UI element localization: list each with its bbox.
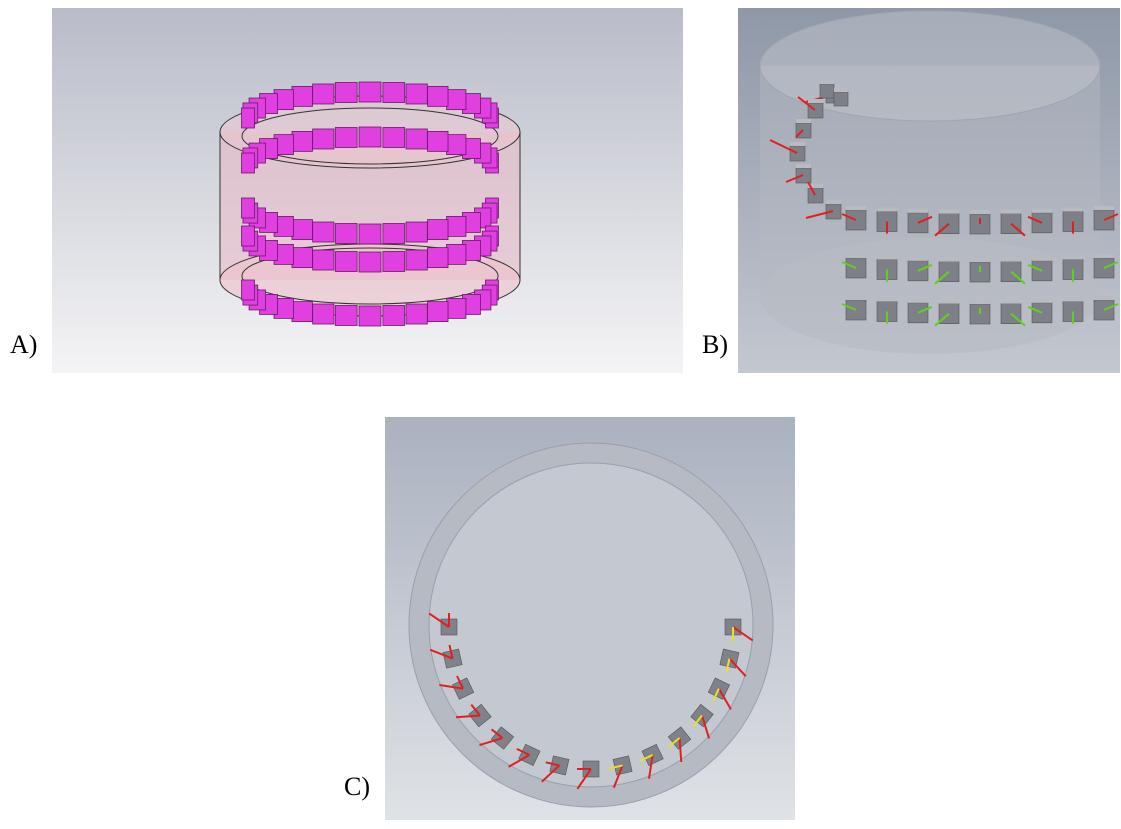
magnet xyxy=(335,82,357,102)
cube-top xyxy=(908,257,928,261)
cube-top xyxy=(834,88,848,92)
cube-top xyxy=(796,119,811,123)
magnet xyxy=(242,108,255,128)
cube-top xyxy=(939,258,959,262)
magnet xyxy=(292,302,312,322)
magnet xyxy=(335,224,357,244)
magnet xyxy=(383,252,405,272)
cube-top xyxy=(939,300,959,304)
magnet xyxy=(406,129,427,149)
cube-top xyxy=(846,296,866,300)
magnet xyxy=(359,224,381,244)
magnet xyxy=(447,135,466,155)
magnet xyxy=(383,224,405,244)
cube-top xyxy=(1032,257,1052,261)
cube xyxy=(790,146,805,161)
cube-top xyxy=(1032,209,1052,213)
magnet xyxy=(383,306,405,326)
magnet xyxy=(406,250,427,270)
magnet xyxy=(335,127,357,147)
cube xyxy=(834,92,848,106)
cube-top xyxy=(1032,299,1052,303)
cube-top xyxy=(1001,210,1021,214)
cube-top xyxy=(970,258,990,262)
cylinder-bottom xyxy=(760,238,1100,354)
cube-top xyxy=(970,210,990,214)
magnet xyxy=(447,216,466,236)
cube-top xyxy=(846,206,866,210)
magnet xyxy=(242,226,255,246)
magnet xyxy=(406,222,427,242)
magnet xyxy=(359,252,381,272)
ring-inner xyxy=(429,463,753,787)
figure: A) B) C) xyxy=(0,0,1121,829)
cube-top xyxy=(1094,296,1114,300)
magnet xyxy=(428,302,448,322)
cube-top xyxy=(1001,258,1021,262)
magnet xyxy=(313,250,334,270)
magnet xyxy=(447,244,466,264)
cube-top xyxy=(1063,208,1083,212)
cube-top xyxy=(1063,298,1083,302)
cube-top xyxy=(1094,206,1114,210)
magnet xyxy=(406,304,427,324)
render-b xyxy=(738,8,1120,373)
magnet xyxy=(292,220,312,240)
magnet xyxy=(313,304,334,324)
cube xyxy=(808,188,823,203)
magnet xyxy=(313,222,334,242)
magnet xyxy=(428,220,448,240)
cube xyxy=(820,84,834,98)
magnet xyxy=(428,86,448,106)
magnet xyxy=(383,82,405,102)
magnet xyxy=(242,153,255,173)
cube-top xyxy=(790,142,805,146)
cube-top xyxy=(877,208,897,212)
magnet xyxy=(335,252,357,272)
magnet xyxy=(359,306,381,326)
cube-top xyxy=(796,164,811,168)
render-c xyxy=(385,417,795,820)
cube-top xyxy=(908,209,928,213)
panel-label: C) xyxy=(344,772,370,802)
cube-top xyxy=(970,300,990,304)
magnet xyxy=(428,131,448,151)
magnet xyxy=(292,248,312,268)
cube-top xyxy=(826,200,841,204)
magnet xyxy=(242,280,255,300)
magnet xyxy=(428,248,448,268)
magnet xyxy=(359,127,381,147)
cube-top xyxy=(1001,300,1021,304)
cube-top xyxy=(939,210,959,214)
magnet xyxy=(447,298,466,318)
magnet xyxy=(383,127,405,147)
cube xyxy=(796,168,811,183)
cube-top xyxy=(1063,256,1083,260)
panel-label: A) xyxy=(10,330,37,360)
magnet xyxy=(242,198,255,218)
magnet xyxy=(359,82,381,102)
render-a xyxy=(52,8,683,373)
magnet xyxy=(335,306,357,326)
magnet xyxy=(313,129,334,149)
cube xyxy=(443,649,462,668)
magnet xyxy=(406,84,427,104)
cube-top xyxy=(820,80,834,84)
cube-top xyxy=(808,99,823,103)
cube-top xyxy=(1094,254,1114,258)
magnet xyxy=(292,86,312,106)
cube-top xyxy=(877,298,897,302)
magnet xyxy=(313,84,334,104)
panel-label: B) xyxy=(702,330,728,360)
cube-top xyxy=(877,256,897,260)
magnet xyxy=(447,90,466,110)
cube-top xyxy=(908,299,928,303)
cube-top xyxy=(846,254,866,258)
magnet xyxy=(292,131,312,151)
